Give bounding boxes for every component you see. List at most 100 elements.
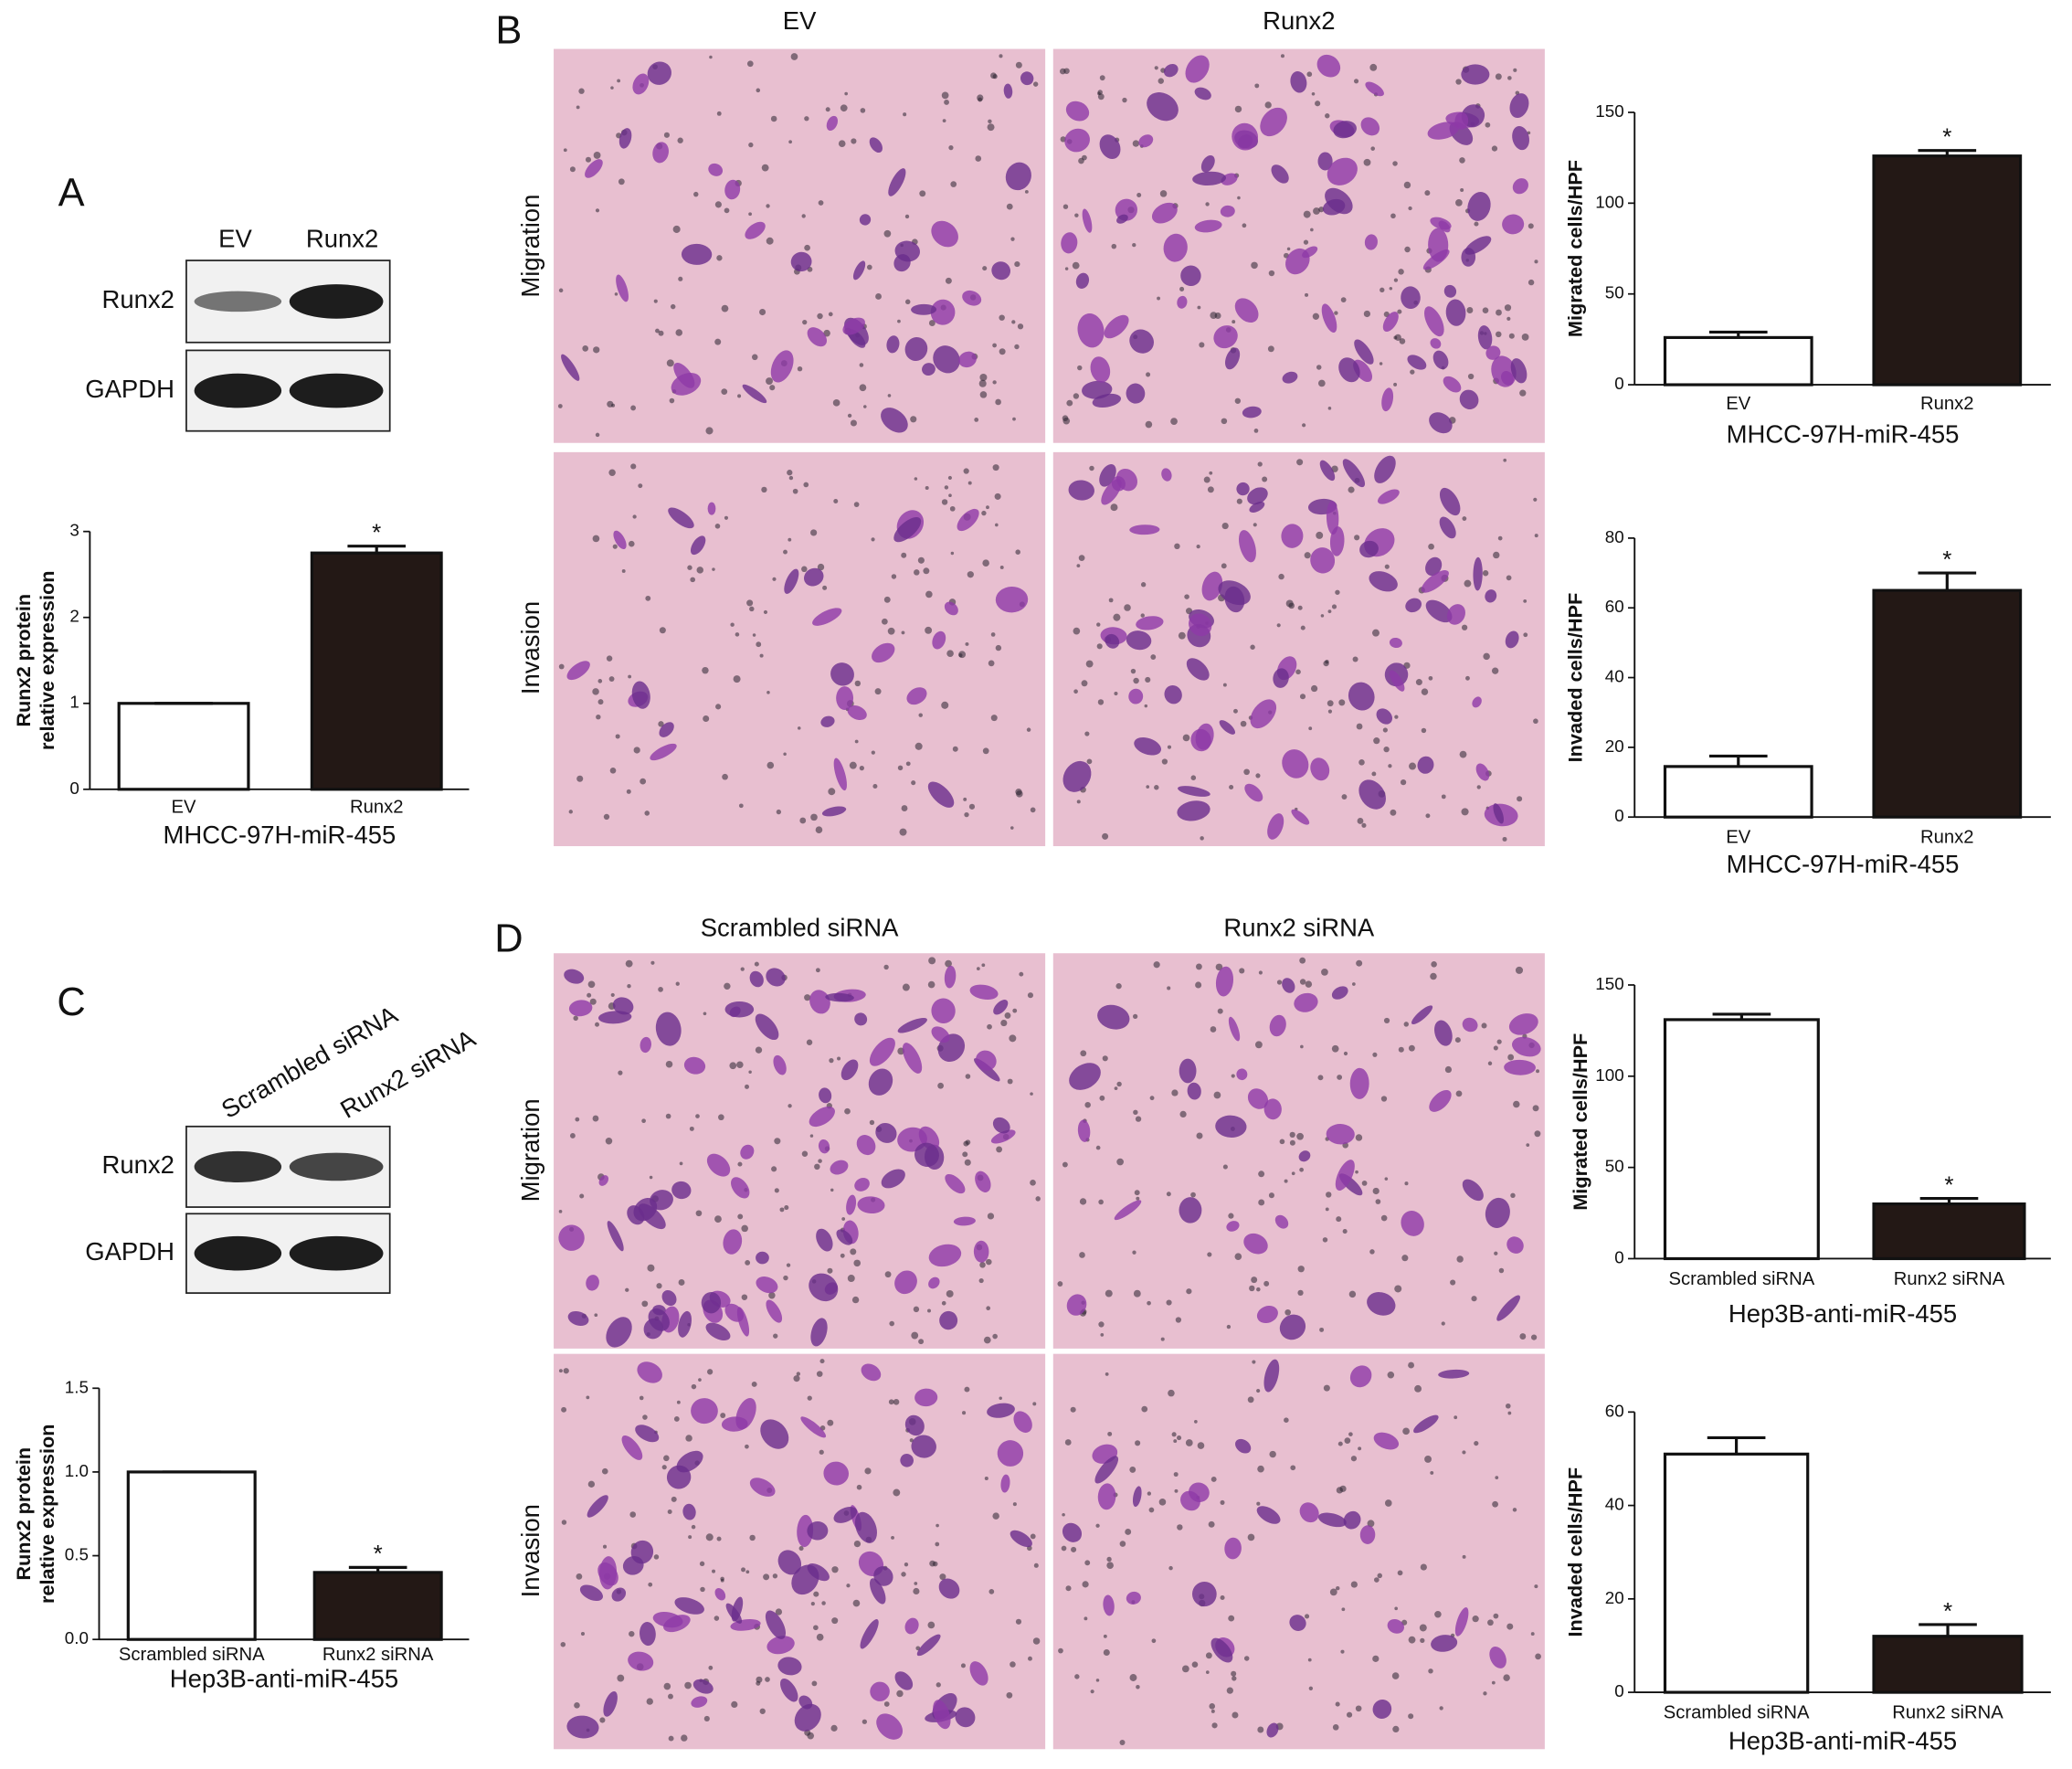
pore	[661, 1465, 667, 1470]
bar	[1872, 154, 2023, 387]
pore	[1114, 1086, 1118, 1090]
cell	[1235, 1438, 1252, 1454]
pore	[1011, 320, 1016, 324]
pore	[741, 1224, 748, 1233]
cell	[566, 661, 590, 681]
pore	[666, 359, 674, 367]
blot-row-label: GAPDH	[85, 1237, 174, 1266]
pore	[1268, 1192, 1274, 1199]
pore	[1141, 1405, 1148, 1413]
pore	[1171, 1089, 1179, 1096]
pore	[1032, 1637, 1041, 1645]
pore	[1331, 604, 1337, 609]
pore	[1308, 726, 1313, 731]
pore	[1403, 1022, 1409, 1027]
pore	[1455, 199, 1463, 207]
pore	[1454, 1037, 1461, 1043]
pore	[1099, 75, 1105, 81]
cell	[613, 530, 627, 550]
pore	[828, 312, 833, 317]
pore	[1344, 1437, 1351, 1444]
cell	[953, 1216, 976, 1226]
pore	[1196, 545, 1200, 549]
cell	[794, 1703, 821, 1732]
bar	[126, 1470, 257, 1641]
pore	[1220, 1499, 1225, 1505]
cell	[1271, 164, 1289, 184]
error-bar	[1919, 1623, 1977, 1637]
pore	[1146, 372, 1151, 377]
pore	[736, 1061, 744, 1069]
pore	[1064, 267, 1069, 270]
pore	[1389, 287, 1393, 291]
pore	[748, 212, 752, 217]
pore	[1332, 1724, 1339, 1731]
cell	[1000, 1474, 1010, 1493]
pore	[1325, 1207, 1329, 1212]
cell	[1506, 1236, 1524, 1254]
pore	[946, 650, 954, 657]
pore	[769, 385, 776, 391]
pore	[703, 715, 710, 723]
pore	[645, 595, 651, 601]
pore	[809, 1134, 814, 1138]
pore	[574, 1702, 580, 1709]
cell	[1010, 1530, 1032, 1548]
cell	[1281, 524, 1304, 548]
pore	[1256, 1388, 1261, 1393]
pore	[904, 214, 910, 219]
pore	[1431, 961, 1437, 968]
pore	[1461, 808, 1469, 816]
pore	[821, 1601, 826, 1605]
pore	[823, 329, 830, 337]
cell	[1348, 682, 1375, 711]
pore	[737, 1213, 744, 1220]
cell	[842, 317, 865, 335]
error-bar	[1708, 754, 1768, 767]
pore	[1181, 1665, 1189, 1673]
pore	[1110, 503, 1118, 512]
pore	[815, 826, 823, 833]
pore	[1487, 1619, 1494, 1626]
cell	[938, 1578, 960, 1599]
pore	[1194, 1420, 1198, 1424]
pore	[703, 1715, 710, 1722]
cell	[1438, 1369, 1470, 1379]
pore	[1081, 154, 1087, 161]
pore	[1492, 1500, 1498, 1508]
pore	[1210, 1709, 1215, 1713]
cell	[1178, 786, 1210, 797]
pore	[1146, 785, 1150, 789]
pore	[1017, 323, 1024, 330]
cell	[1342, 459, 1366, 488]
pore	[1095, 1679, 1100, 1682]
cell	[1367, 1292, 1396, 1316]
pore	[649, 1175, 653, 1180]
pore	[844, 91, 849, 96]
cell	[760, 1419, 789, 1449]
pore	[756, 1676, 763, 1683]
pore	[766, 237, 774, 245]
pore	[1530, 1334, 1538, 1340]
cell	[1372, 1699, 1392, 1719]
pore	[712, 1569, 716, 1573]
cell	[1389, 637, 1402, 649]
significance-mark: *	[1942, 123, 1951, 151]
pore	[801, 1150, 809, 1157]
pore	[724, 515, 729, 520]
pore	[709, 55, 713, 59]
micrograph	[554, 953, 1046, 1349]
cell	[1477, 325, 1493, 350]
error-bar	[1918, 149, 1977, 156]
cell	[1247, 487, 1268, 505]
pore	[768, 1292, 776, 1299]
pore	[751, 1382, 757, 1387]
cell	[818, 1139, 830, 1154]
pore	[1184, 594, 1189, 599]
pore	[1115, 983, 1122, 990]
pore	[1394, 715, 1399, 719]
cell	[888, 168, 906, 196]
pore	[1495, 73, 1502, 80]
cell	[766, 968, 786, 987]
pore	[1210, 1026, 1217, 1033]
